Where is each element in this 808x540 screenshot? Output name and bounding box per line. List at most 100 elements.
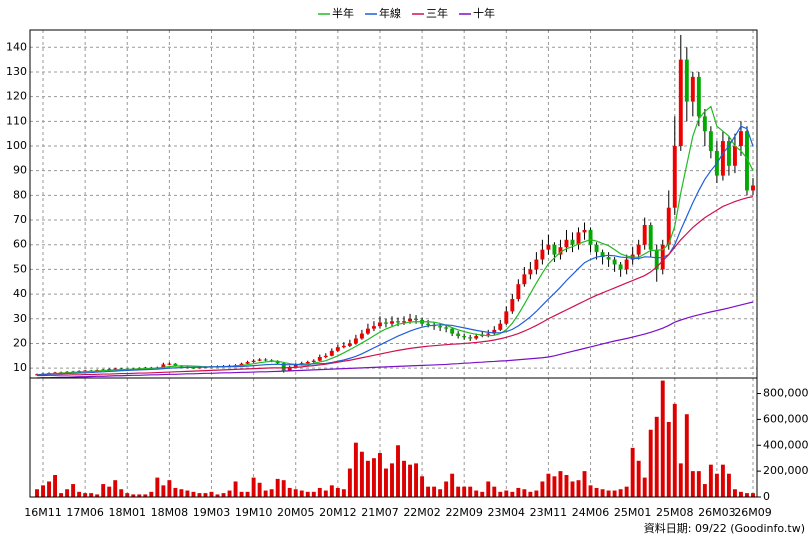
- volume-bar: [317, 487, 322, 497]
- candle-body: [600, 252, 605, 258]
- y-tick-label: 120: [6, 90, 27, 103]
- candle-body: [281, 363, 286, 371]
- volume-bar: [414, 463, 419, 497]
- candle-body: [486, 333, 491, 335]
- candle-body: [582, 229, 587, 233]
- volume-bar: [504, 490, 509, 497]
- volume-bar: [77, 491, 82, 497]
- candle-body: [588, 229, 593, 245]
- volume-bar: [666, 421, 671, 497]
- plot-frame: [29, 29, 758, 498]
- x-tick-label: 22M09: [445, 506, 483, 519]
- candle-body: [732, 146, 737, 166]
- candle-body: [359, 333, 364, 339]
- volume-bar: [83, 493, 88, 497]
- y-tick-label: 30: [13, 312, 27, 325]
- ma-line: [36, 105, 754, 376]
- x-tick-label: 26M03: [698, 506, 736, 519]
- candle-body: [642, 224, 647, 245]
- x-tick-label: 25M08: [656, 506, 694, 519]
- candle-body: [408, 318, 412, 322]
- candle-body: [191, 367, 196, 369]
- volume-bar: [684, 414, 689, 497]
- candle-body: [107, 369, 112, 371]
- volume-bar: [558, 471, 563, 497]
- volume-bar: [570, 481, 575, 497]
- volume-bar: [371, 458, 376, 497]
- volume-bar: [113, 480, 118, 497]
- y-tick-label: 90: [13, 164, 27, 177]
- volume-bar: [582, 471, 587, 497]
- candle-body: [528, 269, 533, 275]
- candle-body: [390, 321, 394, 324]
- volume-bar: [384, 468, 388, 497]
- candle-body: [648, 224, 653, 250]
- volume-bar: [353, 442, 358, 497]
- volume-bar: [257, 482, 262, 497]
- candle-body: [510, 299, 515, 312]
- volume-bar: [510, 491, 515, 497]
- volume-bar: [540, 481, 545, 497]
- legend-label: 半年: [332, 6, 354, 20]
- volume-bar: [564, 475, 569, 497]
- volume-bar: [95, 494, 100, 497]
- volume-bar: [173, 487, 178, 497]
- volume-bar: [341, 489, 346, 497]
- volume-bar: [660, 380, 665, 497]
- volume-bar: [600, 489, 605, 497]
- volume-bar: [293, 489, 298, 497]
- candle-body: [606, 257, 611, 260]
- volume-bar: [41, 485, 45, 497]
- candle-body: [239, 363, 244, 366]
- volume-bar: [462, 486, 467, 497]
- y-tick-label: 60: [13, 238, 27, 251]
- candle-body: [696, 76, 701, 117]
- candle-body: [558, 247, 563, 255]
- volume-bar: [125, 493, 130, 497]
- candle-body: [516, 284, 521, 300]
- volume-bar: [654, 416, 659, 497]
- volume-bar: [708, 464, 713, 497]
- volume-bar: [143, 494, 148, 497]
- candle-body: [474, 336, 479, 339]
- volume-bar: [444, 481, 449, 497]
- candle-body: [414, 318, 419, 320]
- volume-bar: [432, 486, 437, 497]
- candle-body: [570, 239, 575, 245]
- x-tick-label: 23M11: [530, 506, 568, 519]
- volume-bar: [47, 481, 51, 497]
- volume-bar: [311, 491, 316, 497]
- candle-body: [462, 336, 467, 338]
- candle-body: [35, 374, 39, 376]
- y-tick-label: 110: [6, 114, 27, 127]
- candle-body: [353, 338, 358, 344]
- candle-body: [287, 366, 292, 371]
- x-tick-label: 18M08: [151, 506, 189, 519]
- volume-bar: [618, 489, 623, 497]
- volume-bar: [281, 480, 286, 497]
- legend-label: 十年: [473, 6, 495, 20]
- candle-body: [257, 359, 262, 361]
- volume-bar: [335, 487, 340, 497]
- candle-body: [317, 357, 322, 361]
- volume-bar: [486, 481, 491, 497]
- volume-bar: [552, 476, 557, 497]
- candle-body: [161, 364, 166, 368]
- volume-bar: [263, 490, 268, 497]
- x-tick-label: 16M11: [24, 506, 62, 519]
- volume-bar: [203, 493, 208, 497]
- volume-bar: [107, 486, 112, 497]
- volume-bar: [438, 489, 443, 497]
- y-tick-label: 130: [6, 65, 27, 78]
- candle-body: [612, 259, 617, 265]
- volume-bar: [35, 489, 39, 497]
- y-tick-label: 100: [6, 139, 27, 152]
- candle-body: [576, 232, 581, 245]
- volume-bar: [594, 487, 599, 497]
- x-tick-label: 23M04: [488, 506, 526, 519]
- volume-bar: [642, 477, 647, 497]
- candle-body: [438, 326, 443, 328]
- y2-tick-label: 200,000: [763, 464, 808, 477]
- candle-body: [167, 363, 172, 365]
- volume-bar: [745, 493, 749, 497]
